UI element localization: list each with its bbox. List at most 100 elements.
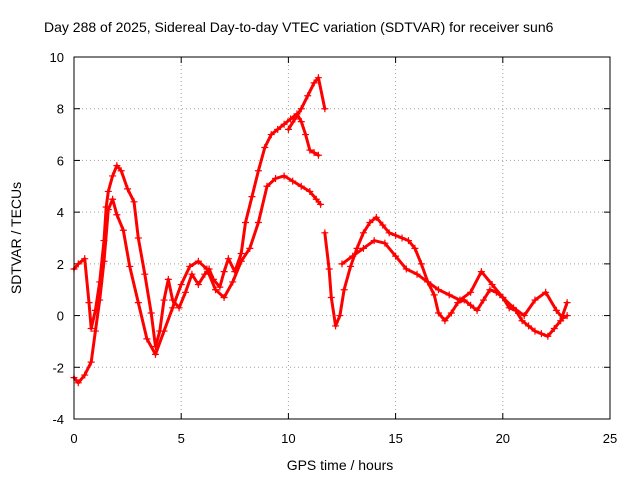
data-point xyxy=(559,314,567,322)
data-point xyxy=(310,149,318,157)
data-point xyxy=(456,296,464,304)
data-point xyxy=(212,286,220,294)
data-point xyxy=(434,309,442,317)
data-point xyxy=(353,244,361,252)
data-point xyxy=(216,283,224,291)
data-point xyxy=(520,312,528,320)
data-point xyxy=(74,379,82,387)
data-point xyxy=(220,268,228,276)
data-point xyxy=(537,330,545,338)
data-point xyxy=(304,92,312,100)
data-point xyxy=(370,237,378,245)
x-tick-label: 20 xyxy=(496,431,510,446)
data-point xyxy=(280,120,288,128)
data-point xyxy=(359,244,367,252)
data-point xyxy=(392,252,400,260)
data-point xyxy=(314,151,322,159)
data-point xyxy=(325,265,333,273)
data-point xyxy=(297,105,305,113)
y-tick-label: 2 xyxy=(57,257,64,272)
data-point xyxy=(372,213,380,221)
data-point xyxy=(175,304,183,312)
x-tick-label: 5 xyxy=(178,431,185,446)
data-point xyxy=(151,350,159,358)
y-axis-label: SDTVAR / TECUs xyxy=(8,182,24,294)
data-point xyxy=(169,304,177,312)
data-point xyxy=(302,131,310,139)
data-point xyxy=(434,286,442,294)
ticks-layer: 0 5 10 15 20 25 -4 -2 0 2 4 6 8 10 xyxy=(50,50,618,446)
data-point xyxy=(347,262,355,270)
data-point xyxy=(203,265,211,273)
data-point xyxy=(289,177,297,185)
data-point xyxy=(467,301,475,309)
data-point xyxy=(284,125,292,133)
x-tick-label: 0 xyxy=(70,431,77,446)
data-point xyxy=(531,296,539,304)
y-tick-label: 8 xyxy=(57,102,64,117)
data-point xyxy=(126,262,134,270)
data-point xyxy=(542,288,550,296)
data-point xyxy=(274,125,282,133)
data-point xyxy=(134,234,142,242)
data-point xyxy=(518,317,526,325)
data-point xyxy=(96,296,104,304)
data-point xyxy=(430,291,438,299)
data-point xyxy=(280,172,288,180)
data-point xyxy=(91,327,99,335)
data-point xyxy=(297,118,305,126)
data-point xyxy=(424,278,432,286)
data-point xyxy=(141,270,149,278)
data-point xyxy=(445,291,453,299)
data-point xyxy=(379,221,387,229)
y-tick-label: 0 xyxy=(57,309,64,324)
data-point xyxy=(417,260,425,268)
series-trace-1 xyxy=(72,112,320,349)
data-point xyxy=(327,293,335,301)
data-point xyxy=(525,322,533,330)
series-trace-2 xyxy=(72,174,323,385)
data-point xyxy=(242,218,250,226)
data-point xyxy=(237,257,245,265)
series-layer xyxy=(70,74,571,387)
x-tick-label: 10 xyxy=(281,431,295,446)
data-point xyxy=(413,270,421,278)
data-point xyxy=(486,286,494,294)
data-point xyxy=(130,198,138,206)
data-point xyxy=(321,229,329,237)
data-point xyxy=(381,239,389,247)
data-point xyxy=(143,335,151,343)
series-trace-3 xyxy=(286,76,327,131)
x-tick-label: 25 xyxy=(603,431,617,446)
y-tick-label: 6 xyxy=(57,153,64,168)
data-point xyxy=(477,268,485,276)
data-point xyxy=(186,262,194,270)
data-point xyxy=(411,244,419,252)
series-trace-4 xyxy=(323,215,569,338)
data-point xyxy=(246,244,254,252)
data-point xyxy=(113,162,121,170)
grid-layer xyxy=(74,57,610,419)
x-tick-label: 15 xyxy=(388,431,402,446)
data-point xyxy=(402,265,410,273)
data-point xyxy=(297,182,305,190)
chart-title: Day 288 of 2025, Sidereal Day-to-day VTE… xyxy=(44,19,554,35)
data-point xyxy=(81,371,89,379)
data-point xyxy=(552,306,560,314)
data-point xyxy=(87,325,95,332)
data-point xyxy=(181,288,189,296)
data-point xyxy=(237,250,245,258)
data-point xyxy=(291,115,299,123)
data-point xyxy=(147,309,155,317)
data-point xyxy=(267,131,275,139)
data-point xyxy=(119,226,127,234)
data-point xyxy=(109,172,117,180)
data-point xyxy=(194,257,202,265)
data-point xyxy=(480,296,488,304)
data-point xyxy=(314,74,322,82)
data-point xyxy=(109,195,117,203)
data-point xyxy=(306,187,314,195)
data-point xyxy=(194,281,202,289)
data-point xyxy=(177,281,185,289)
